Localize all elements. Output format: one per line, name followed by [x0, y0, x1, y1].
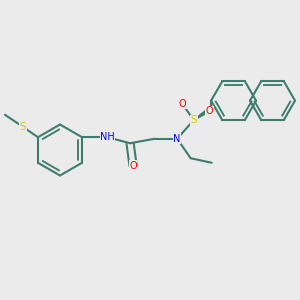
Text: O: O: [129, 161, 137, 171]
Text: NH: NH: [100, 132, 115, 142]
Text: O: O: [206, 106, 213, 116]
Text: S: S: [20, 122, 26, 132]
Text: N: N: [173, 134, 181, 144]
Text: O: O: [178, 99, 186, 109]
Text: S: S: [190, 115, 197, 125]
